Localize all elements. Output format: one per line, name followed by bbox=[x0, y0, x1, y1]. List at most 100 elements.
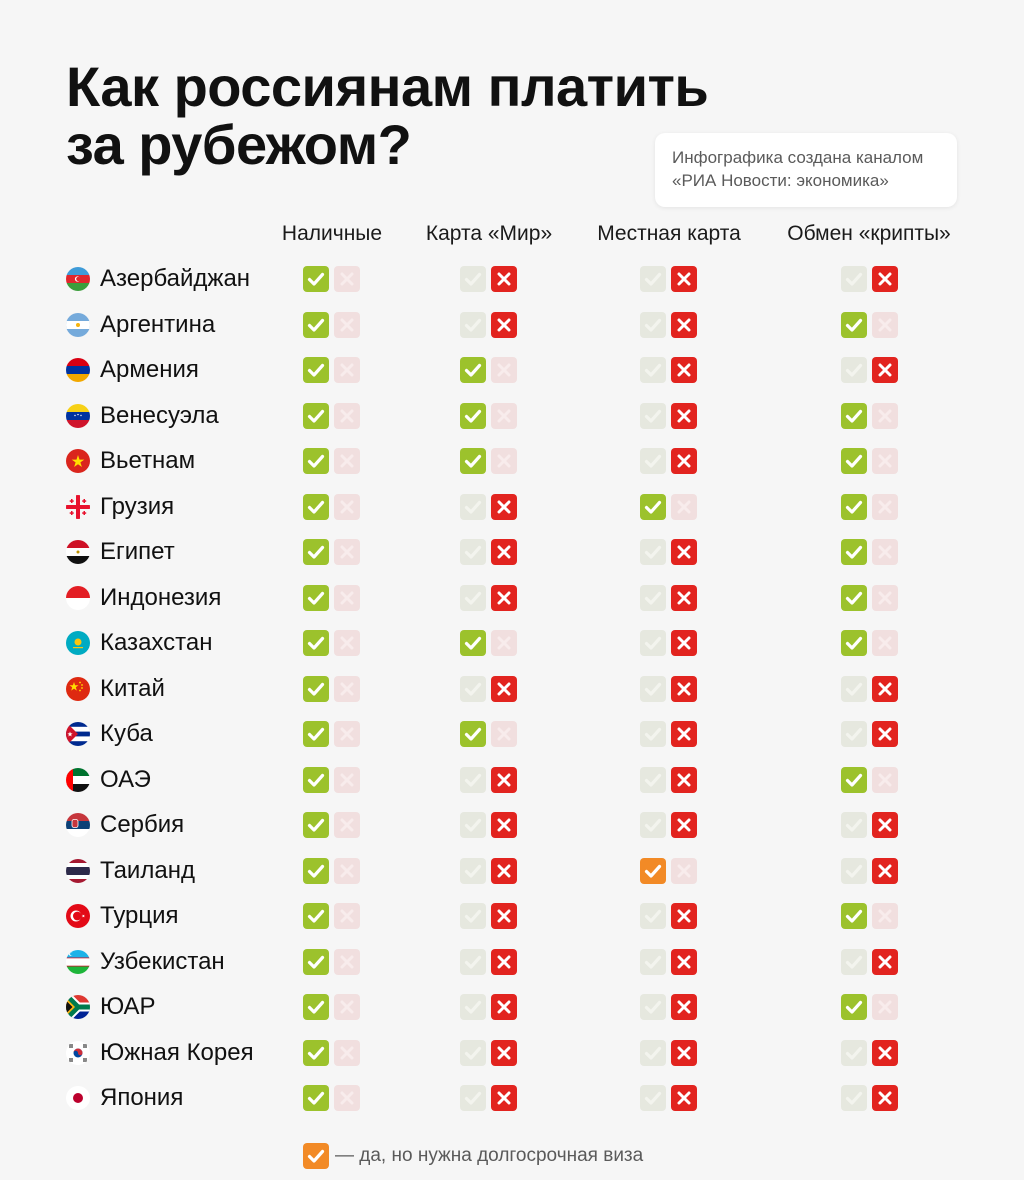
cell-crypto-exchange bbox=[841, 402, 899, 429]
cross-icon-inactive bbox=[334, 1085, 360, 1111]
cell-mir-card bbox=[460, 812, 518, 838]
check-icon bbox=[841, 493, 867, 520]
check-icon bbox=[303, 948, 329, 975]
cross-icon-inactive bbox=[334, 266, 360, 292]
check-icon bbox=[841, 402, 867, 429]
cross-icon bbox=[671, 1085, 697, 1111]
check-icon-inactive bbox=[640, 766, 666, 793]
table-row: Китай bbox=[0, 669, 1024, 709]
turkey-flag-icon bbox=[66, 904, 90, 928]
cross-icon bbox=[491, 584, 517, 611]
cell-cash bbox=[303, 493, 361, 520]
cell-crypto-exchange bbox=[841, 493, 899, 520]
cell-mir-card bbox=[460, 448, 518, 474]
egypt-flag-icon bbox=[66, 540, 90, 564]
check-icon-inactive bbox=[640, 357, 666, 383]
cell-local-card bbox=[640, 584, 698, 611]
cross-icon bbox=[872, 266, 898, 292]
cross-icon bbox=[671, 675, 697, 702]
legend-text: — да, но нужна долгосрочная виза bbox=[335, 1145, 644, 1166]
check-icon-inactive bbox=[841, 1085, 867, 1111]
table-row: Венесуэла bbox=[0, 396, 1024, 436]
cross-icon-inactive bbox=[334, 675, 360, 702]
country-name: Грузия bbox=[100, 492, 175, 520]
title-line-1: Как россиянам платить bbox=[66, 55, 709, 118]
check-icon-inactive bbox=[640, 539, 666, 565]
cell-cash bbox=[303, 721, 361, 747]
cross-icon bbox=[671, 630, 697, 656]
cell-mir-card bbox=[460, 311, 518, 338]
cross-icon-inactive bbox=[334, 493, 360, 520]
azerbaijan-flag-icon bbox=[66, 267, 90, 291]
cell-cash bbox=[303, 584, 361, 611]
cross-icon-inactive bbox=[671, 493, 697, 520]
check-icon-inactive bbox=[640, 903, 666, 929]
uzbekistan-flag-icon bbox=[66, 949, 90, 974]
check-icon-inactive bbox=[841, 721, 867, 747]
cell-cash bbox=[303, 402, 361, 429]
cross-icon bbox=[491, 812, 517, 838]
cross-icon-inactive bbox=[872, 493, 898, 520]
japan-flag-icon bbox=[66, 1086, 90, 1110]
cell-mir-card bbox=[460, 857, 518, 884]
cell-cash bbox=[303, 357, 361, 383]
check-icon-inactive bbox=[841, 948, 867, 975]
cross-icon bbox=[671, 812, 697, 838]
cell-mir-card bbox=[460, 766, 518, 793]
cross-icon bbox=[491, 675, 517, 702]
table-row: ОАЭ bbox=[0, 760, 1024, 800]
country-name: ОАЭ bbox=[100, 765, 151, 793]
table-row: Сербия bbox=[0, 805, 1024, 845]
cell-cash bbox=[303, 766, 361, 793]
cross-icon-inactive bbox=[334, 402, 360, 429]
check-icon bbox=[303, 493, 329, 520]
country-name: Египет bbox=[100, 538, 175, 565]
cell-cash bbox=[303, 903, 361, 929]
table-row: Грузия bbox=[0, 487, 1024, 527]
table-row: Индонезия bbox=[0, 578, 1024, 618]
check-icon-inactive bbox=[640, 1085, 666, 1111]
cross-icon bbox=[872, 948, 898, 975]
cell-cash bbox=[303, 948, 361, 975]
cross-icon-inactive bbox=[334, 448, 360, 474]
cross-icon-inactive bbox=[334, 994, 360, 1020]
check-icon-inactive bbox=[460, 493, 486, 520]
cross-icon bbox=[671, 766, 697, 793]
country-name: Армения bbox=[100, 356, 199, 383]
table-row: Вьетнам bbox=[0, 441, 1024, 481]
cross-icon bbox=[872, 812, 898, 838]
check-icon bbox=[303, 1085, 329, 1111]
country-name: Азербайджан bbox=[100, 265, 251, 292]
cross-icon-inactive bbox=[872, 402, 898, 429]
cell-local-card bbox=[640, 812, 698, 838]
credit-card: Инфографика создана каналом «РИА Новости… bbox=[655, 133, 957, 207]
cross-icon-inactive bbox=[872, 903, 898, 929]
check-icon bbox=[841, 448, 867, 474]
table-row: Куба bbox=[0, 714, 1024, 754]
table-row: Таиланд bbox=[0, 851, 1024, 891]
check-icon bbox=[303, 630, 329, 656]
credit-line-1: Инфографика создана каналом bbox=[672, 148, 924, 167]
cross-icon bbox=[491, 948, 517, 975]
check-icon-inactive bbox=[640, 812, 666, 838]
cross-icon-inactive bbox=[334, 357, 360, 383]
check-icon-inactive bbox=[640, 675, 666, 702]
check-icon-inactive bbox=[841, 812, 867, 838]
check-icon bbox=[303, 903, 329, 929]
country-name: Венесуэла bbox=[100, 401, 219, 429]
cross-icon bbox=[491, 539, 517, 565]
country-name: Вьетнам bbox=[100, 447, 196, 474]
cell-mir-card bbox=[460, 584, 518, 611]
cell-local-card bbox=[640, 1039, 698, 1066]
cuba-flag-icon bbox=[66, 722, 90, 746]
cross-icon bbox=[671, 357, 697, 383]
cell-mir-card bbox=[460, 266, 518, 292]
long-visa-check-icon bbox=[640, 857, 666, 884]
country-name: Индонезия bbox=[100, 583, 222, 611]
kazakhstan-flag-icon bbox=[66, 631, 90, 655]
cell-crypto-exchange bbox=[841, 675, 899, 702]
cross-icon-inactive bbox=[334, 857, 360, 884]
cell-crypto-exchange bbox=[841, 584, 899, 611]
cell-crypto-exchange bbox=[841, 857, 899, 884]
check-icon-inactive bbox=[460, 266, 486, 292]
